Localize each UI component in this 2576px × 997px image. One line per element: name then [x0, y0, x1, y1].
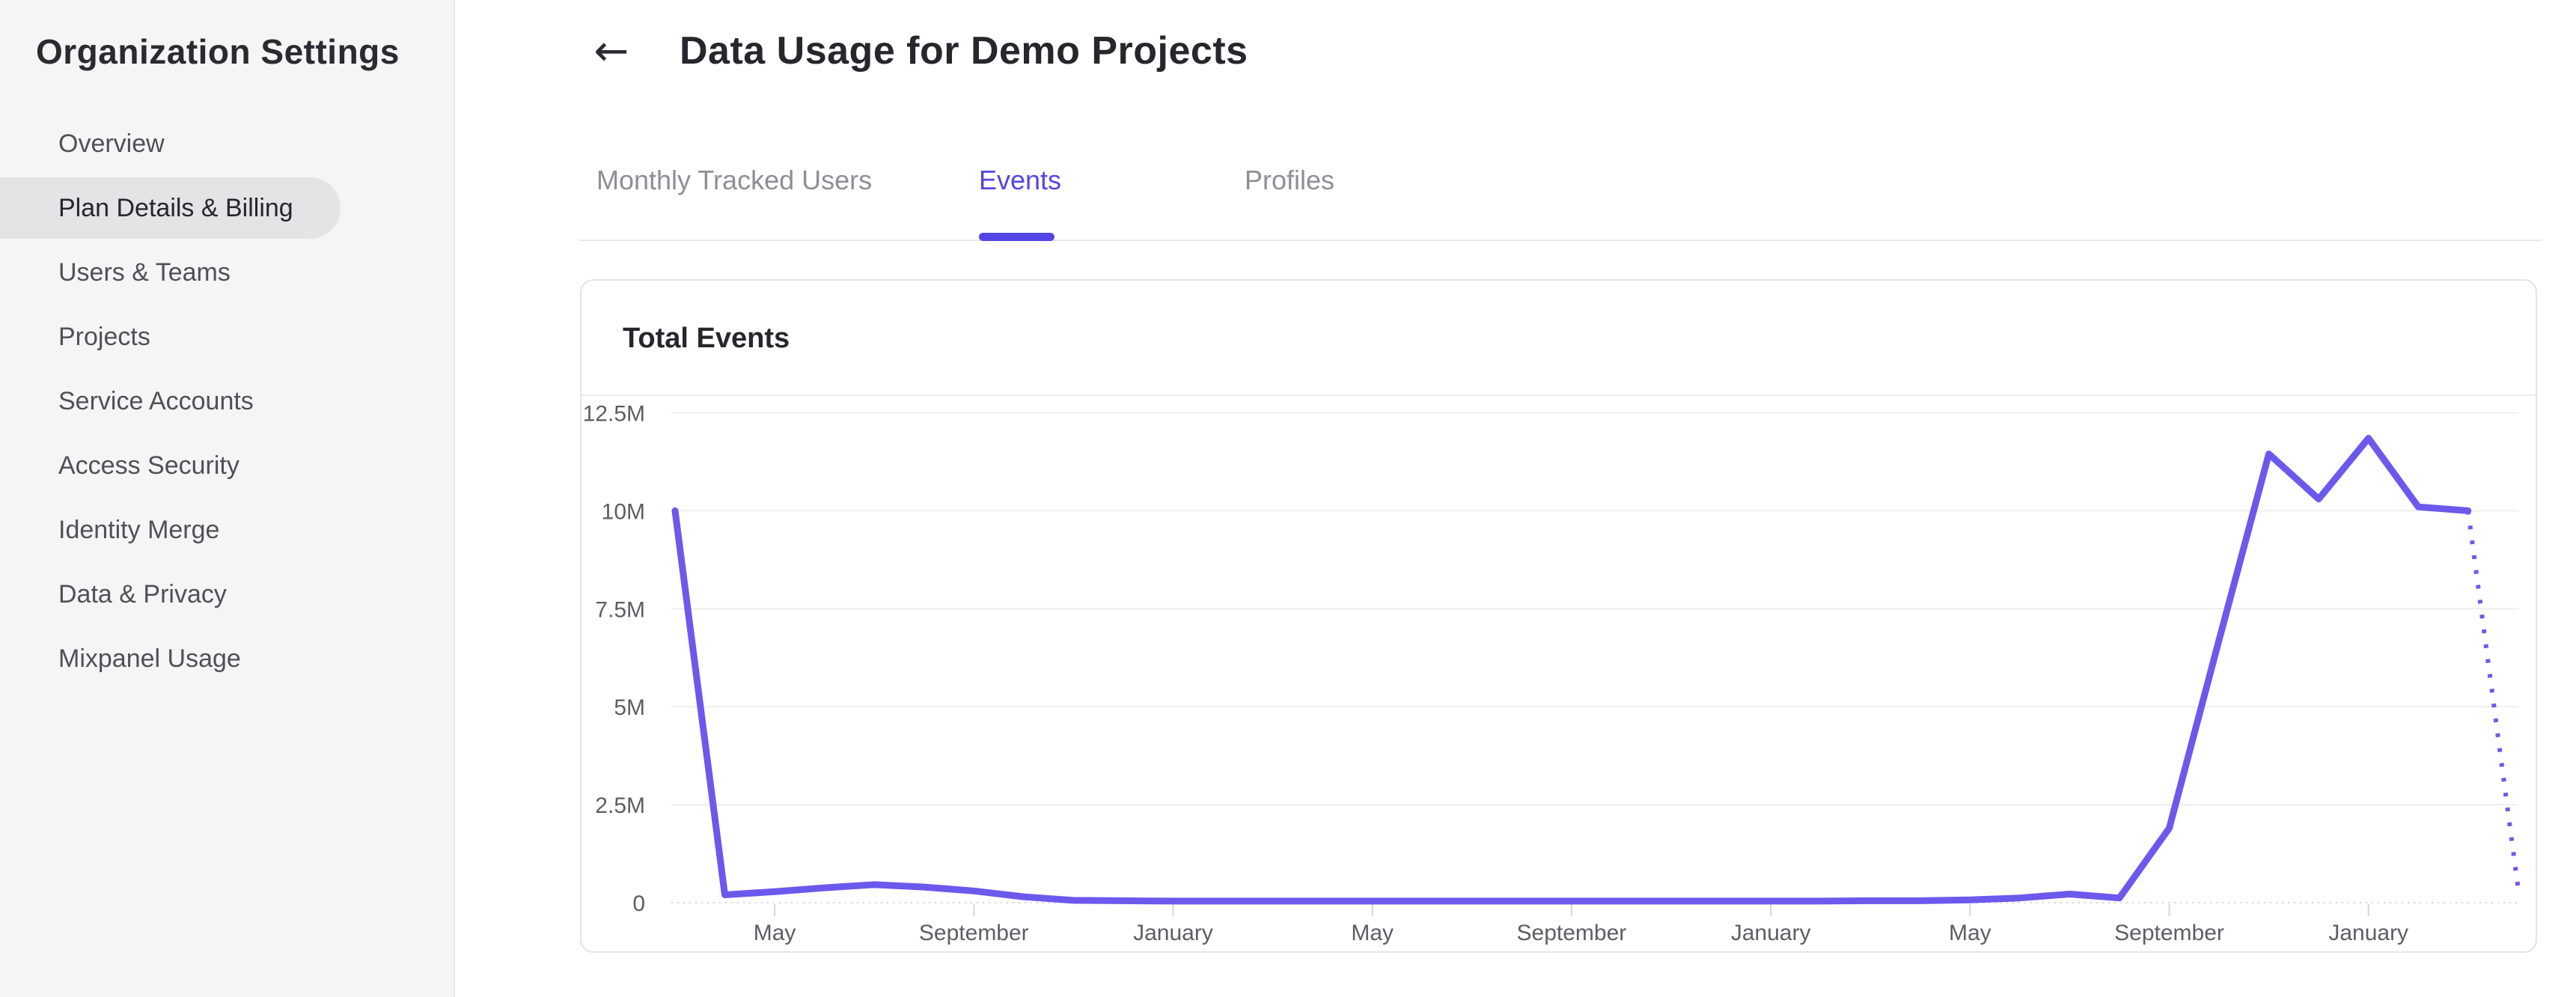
- y-axis-label: 0: [632, 891, 645, 916]
- tab-profiles[interactable]: Profiles: [1245, 165, 1335, 195]
- card-header-divider: [582, 394, 2536, 396]
- sidebar-item-identity-merge[interactable]: Identity Merge: [58, 516, 220, 544]
- page-title: Data Usage for Demo Projects: [680, 29, 1248, 73]
- sidebar-item-users-teams[interactable]: Users & Teams: [58, 258, 231, 287]
- y-axis-label: 5M: [614, 695, 645, 720]
- tab-monthly-tracked-users[interactable]: Monthly Tracked Users: [596, 165, 873, 195]
- sidebar-item-plan-details-billing[interactable]: Plan Details & Billing: [0, 176, 454, 240]
- sidebar-title: Organization Settings: [36, 32, 400, 71]
- tabs-divider: [579, 240, 2542, 241]
- sidebar-item-service-accounts[interactable]: Service Accounts: [58, 387, 254, 415]
- sidebar: Organization Settings Overview Plan Deta…: [0, 0, 455, 997]
- x-axis-label: May: [754, 921, 796, 945]
- active-tab-indicator: [979, 233, 1054, 241]
- chart-title: Total Events: [623, 323, 790, 354]
- selected-item-pill: [0, 177, 341, 239]
- total-events-line-chart[interactable]: 12.5M 10M 7.5M 5M 2.5M 0 May September January Ma…: [580, 394, 2537, 953]
- sidebar-item-projects[interactable]: Projects: [58, 323, 150, 351]
- sidebar-item-mixpanel-usage[interactable]: Mixpanel Usage: [58, 644, 241, 673]
- x-axis-label: May: [1351, 921, 1394, 945]
- x-axis-label: January: [2328, 921, 2408, 945]
- x-axis-label: January: [1731, 921, 1811, 945]
- y-axis-label: 2.5M: [595, 793, 645, 818]
- sidebar-nav: Overview Plan Details & Billing Users & …: [0, 112, 454, 691]
- y-axis-label: 7.5M: [595, 597, 645, 622]
- sidebar-item-data-privacy[interactable]: Data & Privacy: [58, 580, 227, 609]
- x-axis-label: January: [1133, 921, 1213, 945]
- back-arrow-icon[interactable]: ←: [585, 25, 638, 78]
- x-axis-label: May: [1949, 921, 1991, 945]
- y-axis-label: 12.5M: [583, 402, 645, 427]
- y-axis-label: 10M: [602, 499, 645, 524]
- events-series-line: [671, 435, 2472, 905]
- events-series-projection-dotted: [2465, 510, 2521, 887]
- x-axis-label: September: [919, 921, 1029, 945]
- x-axis-label: September: [2114, 921, 2224, 945]
- sidebar-item-overview[interactable]: Overview: [58, 129, 165, 158]
- tab-events[interactable]: Events: [979, 165, 1062, 195]
- x-axis-label: September: [1517, 921, 1627, 945]
- sidebar-item-access-security[interactable]: Access Security: [58, 451, 239, 480]
- total-events-card: Total Events: [580, 279, 2537, 953]
